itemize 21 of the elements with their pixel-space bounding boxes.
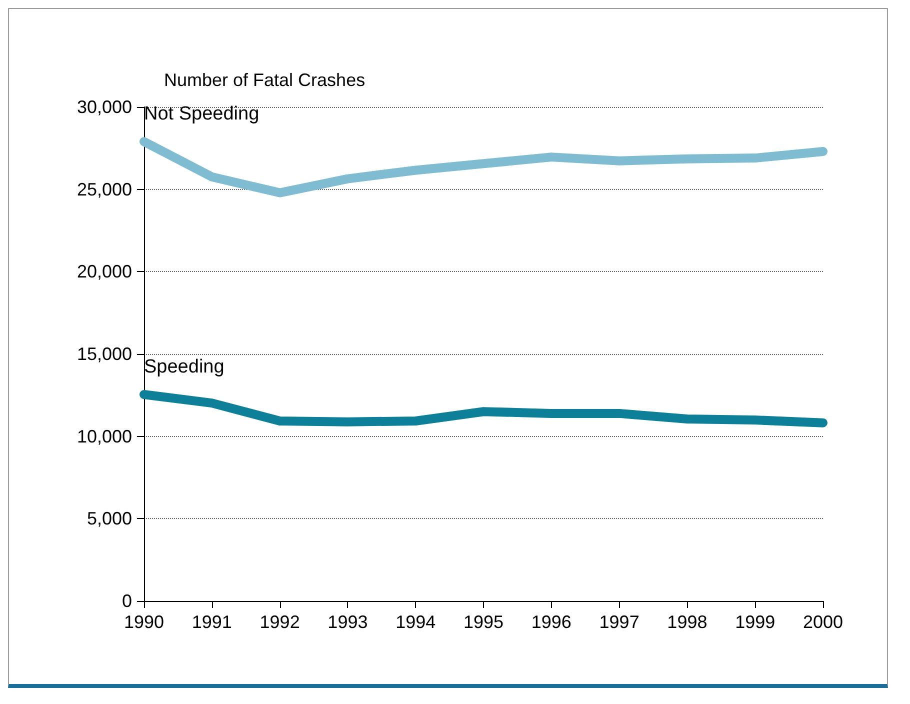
- y-tick-label: 30,000: [76, 97, 132, 117]
- x-tick-label: 1998: [667, 612, 708, 632]
- x-tick-label: 1992: [260, 612, 300, 632]
- x-tick-label: 2000: [802, 612, 844, 632]
- x-tick-label: 1991: [192, 612, 232, 632]
- x-tick-label: 1990: [124, 612, 164, 632]
- y-tick-label: 25,000: [76, 179, 132, 200]
- y-tick-label: 15,000: [76, 344, 132, 364]
- x-tick-label: 1997: [599, 612, 640, 632]
- x-tick-label: 1996: [531, 612, 572, 632]
- y-tick-label: 5,000: [86, 508, 132, 529]
- y-tick-label: 20,000: [76, 262, 132, 282]
- x-tick-label: 1995: [463, 612, 504, 632]
- y-tick-label: 10,000: [76, 426, 132, 446]
- y-tick-label: 0: [122, 591, 132, 611]
- y-axis-title: Number of Fatal Crashes: [164, 70, 366, 90]
- series-label: Not Speeding: [144, 104, 260, 125]
- x-tick-label: 1993: [328, 612, 368, 632]
- x-tick-label: 1994: [396, 612, 436, 632]
- series-label: Speeding: [144, 356, 224, 378]
- x-tick-label: 1999: [735, 612, 776, 632]
